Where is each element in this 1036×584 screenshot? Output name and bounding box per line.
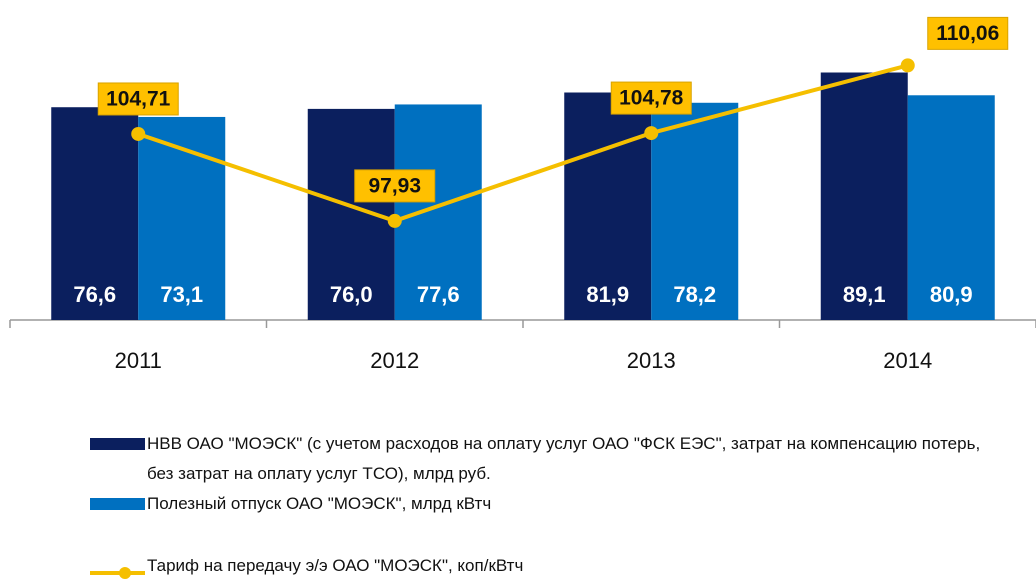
legend-swatch [90, 498, 145, 510]
x-tick-label: 2011 [115, 348, 162, 373]
bar [651, 102, 739, 321]
bar-label: 78,2 [673, 282, 716, 307]
bar-label: 76,0 [330, 282, 373, 307]
line-point [131, 126, 146, 141]
line [137, 63, 909, 224]
line-label-box [927, 16, 1009, 50]
line-point [387, 213, 402, 228]
line-label: 104,71 [106, 88, 171, 111]
bar [394, 104, 482, 320]
legend-label: Полезный отпуск ОАО "МОЭСК", млрд кВтч [147, 494, 492, 513]
line-label: 110,06 [936, 22, 999, 45]
line-point [644, 126, 659, 141]
bar-label: 73,1 [160, 282, 203, 307]
legend-label: Тариф на передачу э/э ОАО "МОЭСК", коп/к… [147, 556, 524, 575]
legend-dot [119, 567, 131, 579]
legend-label: НВВ ОАО "МОЭСК" (с учетом расходов на оп… [147, 434, 981, 483]
bar [51, 107, 139, 320]
legend-swatch [90, 438, 145, 450]
bar-label: 76,6 [73, 282, 116, 307]
line-point [900, 58, 915, 73]
bar-label: 89,1 [843, 282, 886, 307]
x-tick-label: 2014 [883, 348, 932, 373]
bar [907, 95, 995, 321]
x-tick-label: 2012 [370, 348, 419, 373]
line-label-box [610, 81, 692, 115]
line-label-box [354, 169, 436, 203]
line-label: 97,93 [368, 174, 421, 197]
bar-label: 77,6 [417, 282, 460, 307]
line-label-box [97, 82, 179, 116]
bar [564, 92, 652, 320]
bar-label: 80,9 [930, 282, 973, 307]
bar-label: 81,9 [586, 282, 629, 307]
x-tick-label: 2013 [627, 348, 676, 373]
bar [820, 72, 908, 320]
line-label: 104,78 [619, 87, 684, 110]
